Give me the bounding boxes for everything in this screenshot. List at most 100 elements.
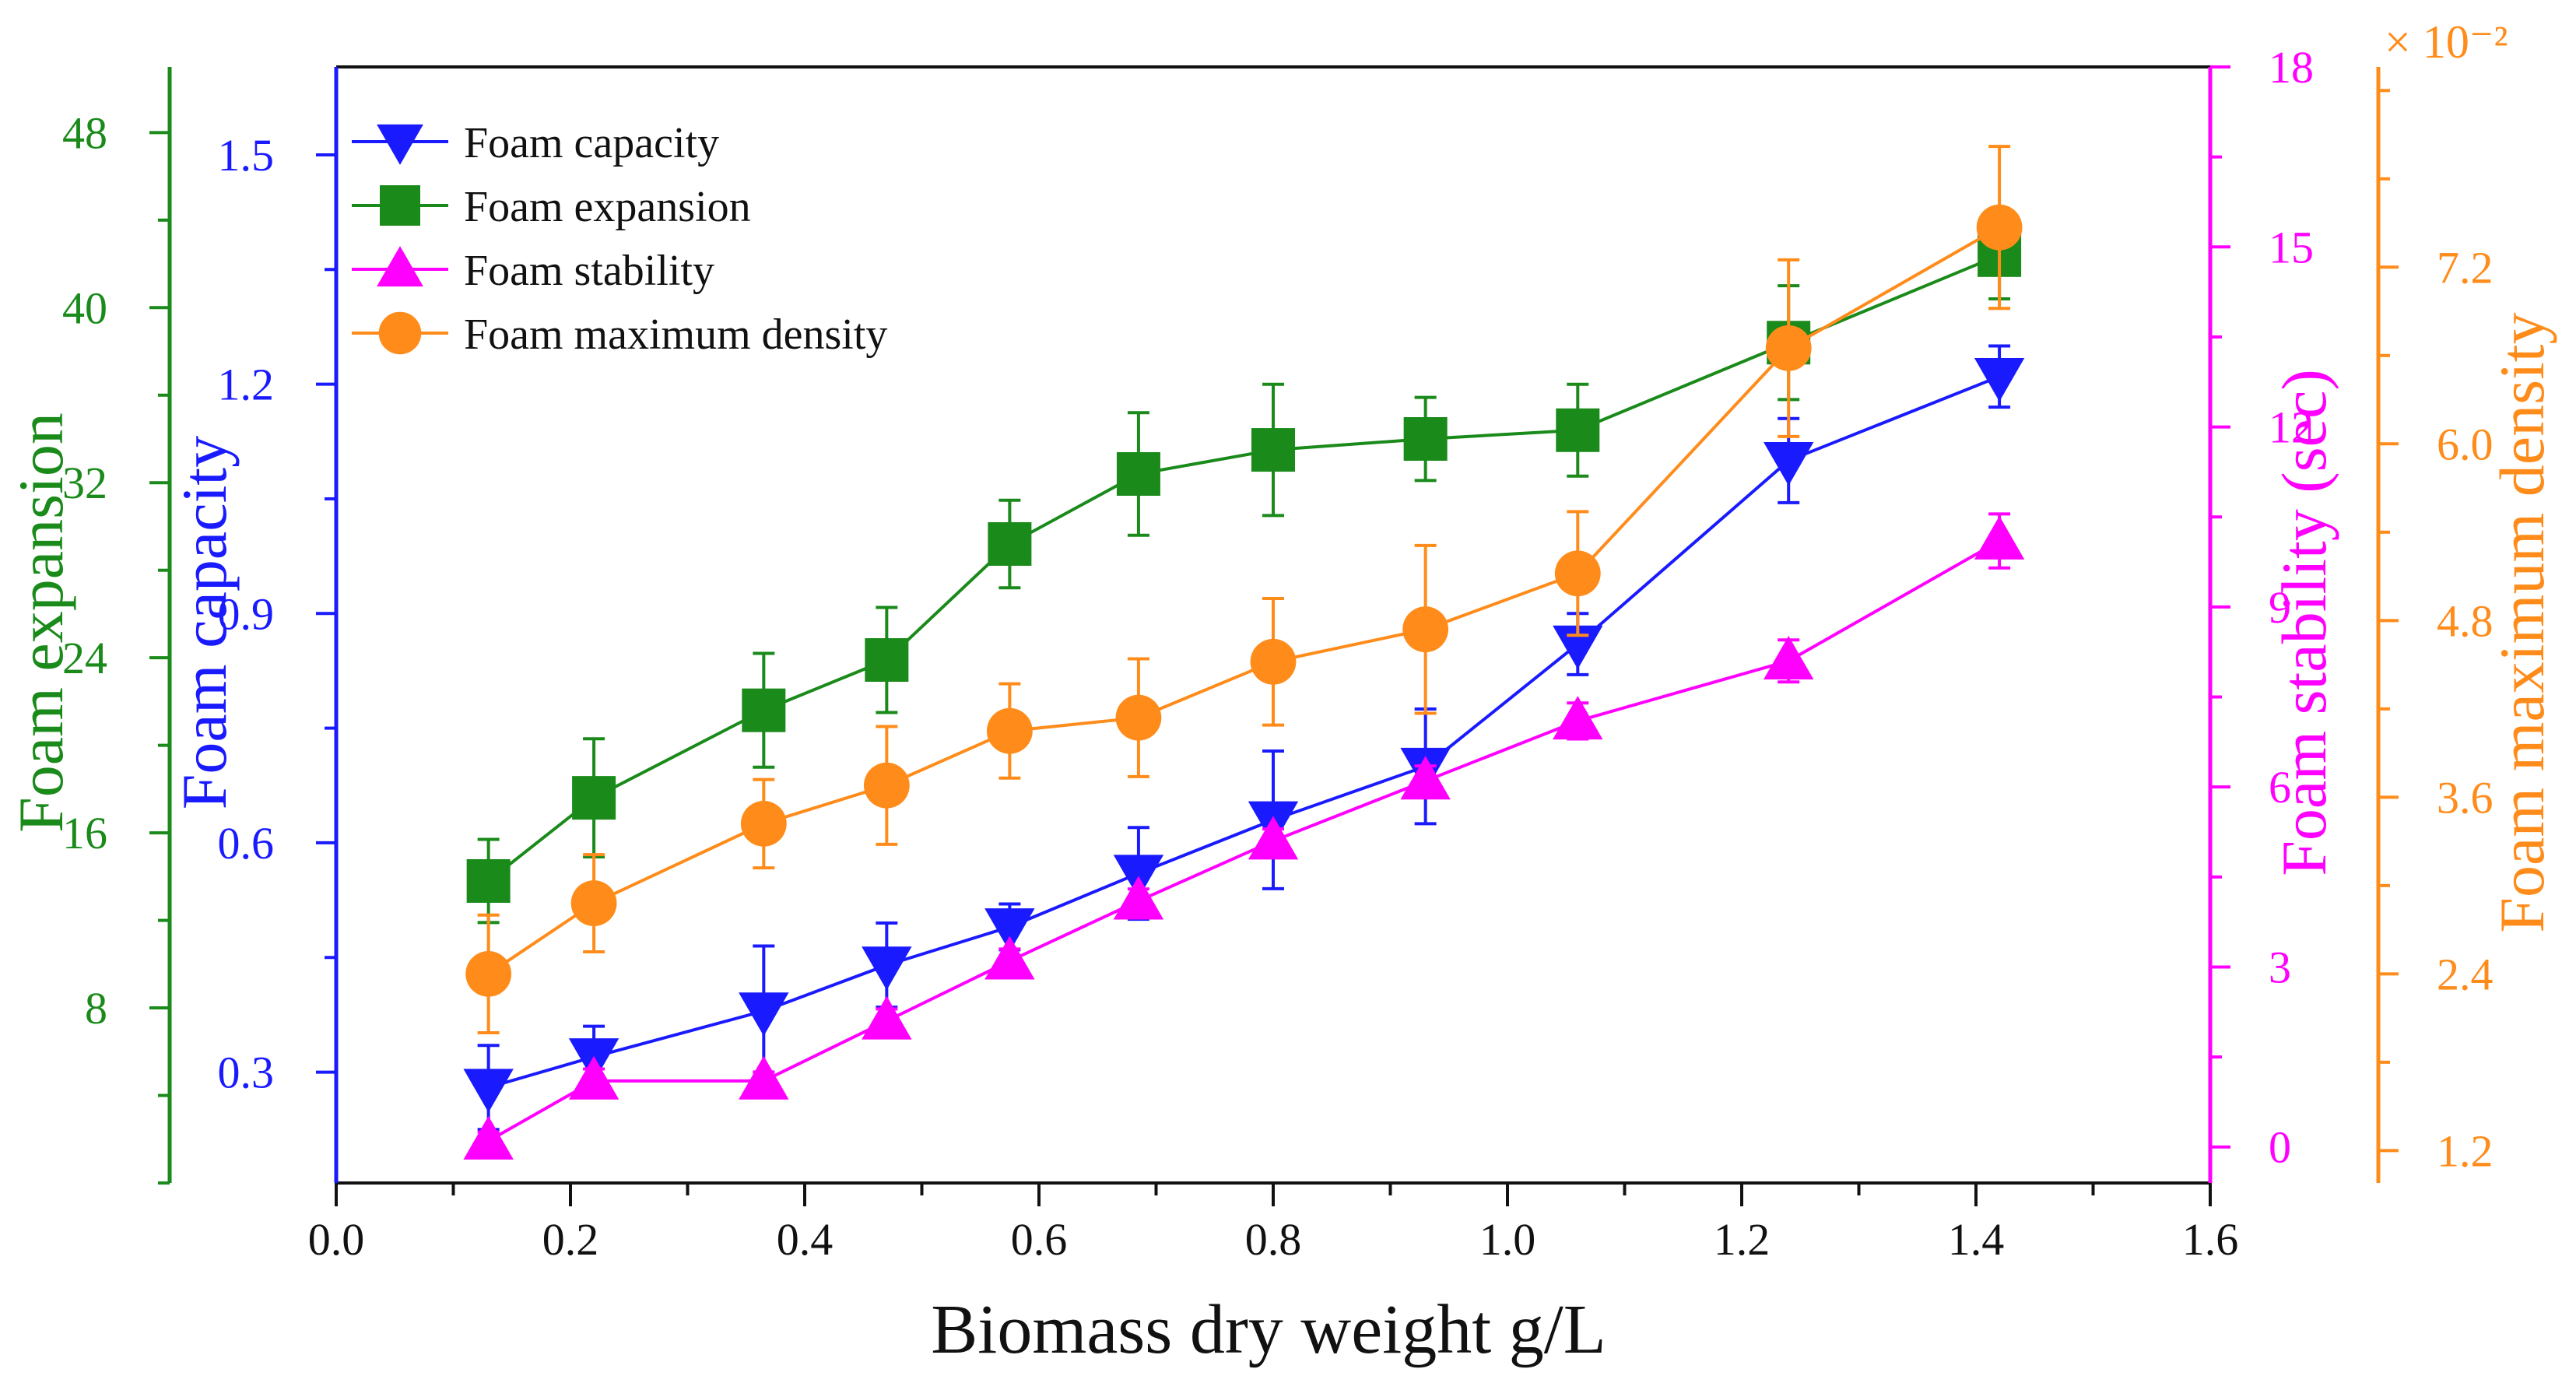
- foam-expansion-point: [1251, 428, 1295, 472]
- foam-stability-point: [568, 1055, 619, 1100]
- density-tick-label: 1.2: [2437, 1125, 2494, 1176]
- density-tick-label: 3.6: [2437, 772, 2494, 823]
- expansion-axis: 8 16 24 32 40 48 Foam expansion: [5, 67, 172, 1185]
- foam-maximum-density-point: [465, 950, 512, 997]
- foam-maximum-density-point: [1402, 606, 1449, 653]
- foam-expansion-point: [1403, 417, 1448, 461]
- density-tick-label: 4.8: [2437, 595, 2494, 646]
- foam-stability-point: [1974, 515, 2025, 560]
- density-axis-title: Foam maximum density: [2487, 312, 2557, 932]
- capacity-tick-label: 0.6: [218, 818, 275, 869]
- foam-maximum-density-point: [1115, 694, 1162, 741]
- legend-item-foam-capacity: Foam capacity: [352, 119, 719, 167]
- foam-expansion-series: [466, 209, 2022, 925]
- stability-tick-label: 12: [2269, 402, 2314, 453]
- y-axes: 0.3 0.6 0.9 1.2 1.5 Foam capacity 8 16 24 32 40 48 F…: [5, 16, 2557, 1185]
- expansion-tick-label: 48: [62, 107, 107, 158]
- stability-axis: 0 3 6 9 12 15 18 Foam stability (sec): [2208, 42, 2339, 1183]
- foam-maximum-density-point: [570, 880, 617, 926]
- x-tick-label: 1.4: [1948, 1214, 2005, 1265]
- capacity-tick-label: 0.9: [218, 588, 275, 639]
- foam-expansion-point: [572, 776, 616, 820]
- stability-tick-label: 18: [2269, 42, 2314, 93]
- foam-stability-point: [862, 995, 912, 1040]
- foam-maximum-density-point: [1554, 550, 1601, 597]
- x-tick-label: 1.2: [1714, 1214, 1771, 1265]
- x-tick-label: 0.6: [1011, 1214, 1068, 1265]
- x-tick-label: 1.0: [1479, 1214, 1536, 1265]
- foam-maximum-density-point: [1250, 638, 1297, 685]
- expansion-tick-label: 16: [62, 808, 107, 858]
- stability-tick-label: 9: [2269, 582, 2291, 633]
- expansion-tick-label: 32: [62, 458, 107, 508]
- capacity-axis: 0.3 0.6 0.9 1.2 1.5 Foam capacity: [169, 67, 339, 1183]
- legend-marker: [380, 185, 420, 226]
- foam-maximum-density-point: [1976, 204, 2023, 251]
- foam-capacity-point: [1553, 625, 1603, 669]
- expansion-tick-label: 8: [85, 983, 107, 1034]
- legend-label: Foam maximum density: [464, 311, 887, 359]
- stability-tick-label: 0: [2269, 1122, 2291, 1173]
- foam-stability-point: [463, 1115, 514, 1160]
- foam-expansion-point: [466, 858, 511, 903]
- x-tick-label: 0.0: [308, 1214, 365, 1265]
- foam-capacity-point: [1764, 442, 1814, 486]
- x-axis: 0.0 0.2 0.4 0.6 0.8 1.0 1.2 1.4 1.6: [308, 1183, 2239, 1265]
- foam-stability-point: [1764, 636, 1814, 680]
- legend-item-foam-expansion: Foam expansion: [352, 183, 751, 231]
- capacity-axis-title: Foam capacity: [169, 436, 240, 809]
- expansion-axis-title: Foam expansion: [5, 412, 76, 833]
- x-tick-label: 0.8: [1245, 1214, 1302, 1265]
- foam-stability-point: [1400, 756, 1451, 800]
- legend-label: Foam expansion: [464, 183, 751, 231]
- foam-stability-line: [487, 539, 2001, 1143]
- stability-axis-title: Foam stability (sec): [2269, 369, 2339, 876]
- legend-marker: [377, 246, 423, 287]
- density-axis: 1.2 2.4 3.6 4.8 6.0 7.2 Foam maximum density × …: [2376, 16, 2557, 1183]
- foam-expansion-point: [742, 688, 786, 732]
- foam-stability-point: [1553, 696, 1603, 740]
- foam-maximum-density-series: [465, 145, 2023, 1035]
- foam-capacity-point: [862, 946, 912, 991]
- stability-tick-label: 6: [2269, 762, 2291, 813]
- legend-item-foam-maximum-density: Foam maximum density: [352, 311, 887, 359]
- foam-maximum-density-point: [986, 707, 1033, 754]
- foam-stability-point: [984, 935, 1035, 980]
- foam-capacity-line: [488, 374, 2000, 1090]
- stability-tick-label: 3: [2269, 942, 2291, 992]
- x-tick-label: 0.2: [542, 1214, 599, 1265]
- capacity-tick-label: 1.2: [218, 360, 275, 410]
- density-tick-label: 2.4: [2437, 949, 2494, 999]
- stability-tick-label: 15: [2269, 222, 2314, 272]
- expansion-tick-label: 24: [62, 633, 107, 683]
- foam-maximum-density-point: [740, 800, 787, 847]
- foam-maximum-density-point: [863, 762, 910, 809]
- foam-capacity-series: [463, 344, 2025, 1132]
- foam-stability-point: [1113, 876, 1164, 920]
- density-tick-label: 6.0: [2437, 419, 2494, 469]
- foam-capacity-point: [984, 908, 1035, 953]
- legend-item-foam-stability: Foam stability: [352, 246, 714, 295]
- foam-capacity-point: [739, 992, 789, 1037]
- legend: Foam capacity Foam expansion Foam stabilit…: [352, 119, 887, 359]
- foam-capacity-point: [463, 1069, 514, 1113]
- x-tick-label: 1.6: [2182, 1214, 2239, 1265]
- density-tick-label: 7.2: [2437, 242, 2494, 293]
- foam-expansion-point: [865, 637, 909, 682]
- foam-expansion-point: [988, 521, 1032, 566]
- foam-expansion-point: [1556, 408, 1600, 452]
- x-tick-label: 0.4: [777, 1214, 834, 1265]
- x-axis-label: Biomass dry weight g/L: [931, 1291, 1606, 1368]
- legend-label: Foam capacity: [464, 119, 719, 167]
- expansion-tick-label: 40: [62, 283, 107, 333]
- foam-maximum-density-point: [1765, 325, 1812, 371]
- foam-expansion-point: [1116, 451, 1160, 496]
- capacity-tick-label: 0.3: [218, 1048, 275, 1098]
- foam-stability-point: [739, 1055, 789, 1100]
- foam-stability-point: [1248, 816, 1299, 860]
- foam-capacity-point: [1974, 357, 2025, 402]
- foam-stability-series: [463, 512, 2025, 1160]
- capacity-tick-label: 1.5: [218, 130, 275, 181]
- legend-marker: [377, 124, 423, 165]
